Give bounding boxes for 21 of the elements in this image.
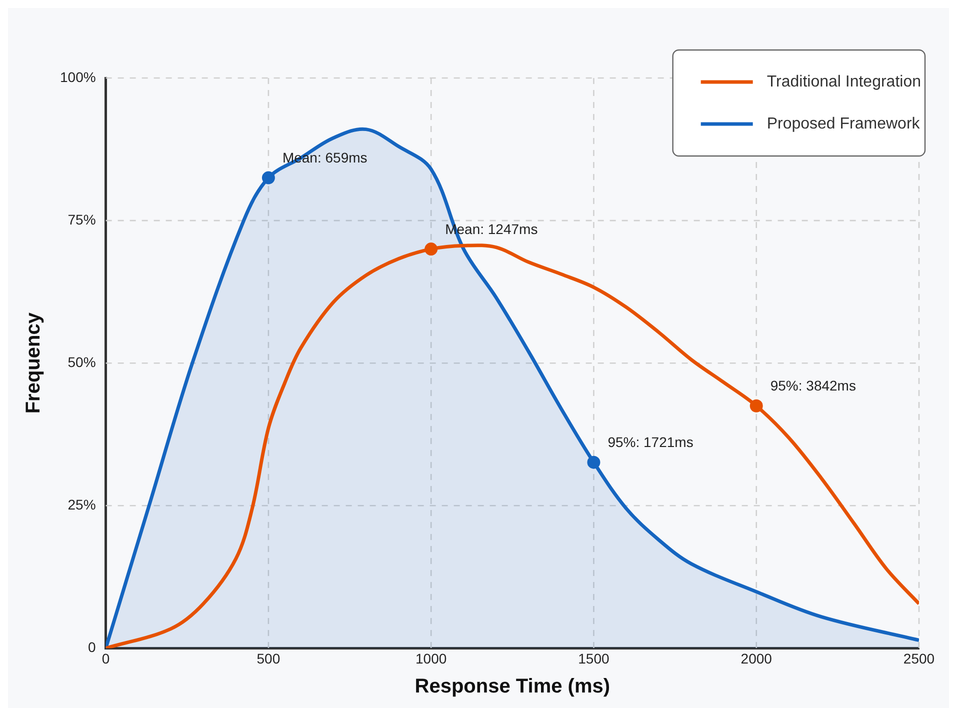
y-tick-label: 0 <box>88 639 96 656</box>
y-axis-title: Frequency <box>22 312 45 414</box>
x-tick-label: 1500 <box>578 650 610 666</box>
legend-label: Proposed Framework <box>766 115 921 132</box>
x-axis-title: Response Time (ms) <box>414 676 610 698</box>
x-tick-label: 500 <box>256 650 280 666</box>
y-tick-label: 75% <box>68 211 96 228</box>
x-tick-label: 2000 <box>740 650 772 666</box>
x-tick-label: 0 <box>102 650 110 666</box>
point <box>587 456 600 469</box>
y-tick-label: 100% <box>60 68 96 85</box>
legend-label: Traditional Integration <box>766 73 922 90</box>
y-tick-label: 25% <box>68 496 96 513</box>
y-tick-label: 50% <box>68 354 96 370</box>
point <box>424 242 438 256</box>
annotation: 95%: 3842ms <box>770 378 856 394</box>
point <box>262 171 275 184</box>
point <box>750 399 763 412</box>
x-tick-label: 1000 <box>416 650 447 666</box>
x-tick-label: 2500 <box>903 650 935 666</box>
annotation: 95%: 1721ms <box>608 434 694 450</box>
